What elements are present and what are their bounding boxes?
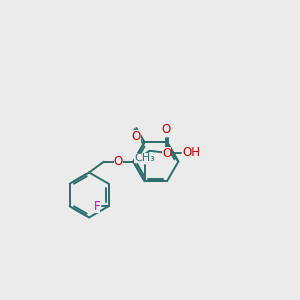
Text: OH: OH [182,146,200,159]
Text: O: O [161,123,170,136]
Text: O: O [114,155,123,168]
Text: CH₃: CH₃ [134,153,155,163]
Text: O: O [132,130,141,143]
Text: F: F [93,200,100,213]
Text: O: O [162,147,171,160]
